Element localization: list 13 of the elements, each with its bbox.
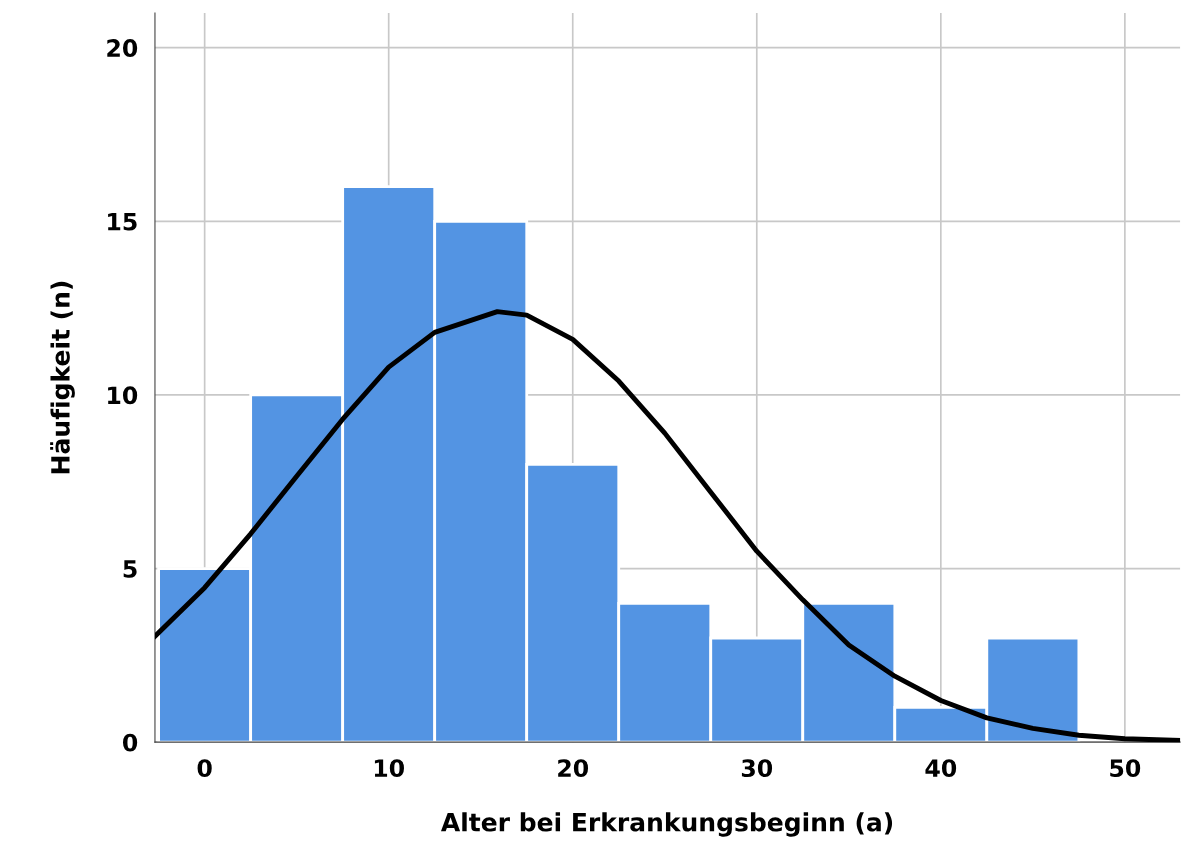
y-tick-label: 20 bbox=[107, 39, 138, 57]
x-axis-title: Alter bei Erkrankungsbeginn (a) bbox=[440, 812, 893, 837]
x-tick-label: 10 bbox=[374, 759, 404, 778]
x-tick-label: 50 bbox=[1110, 759, 1141, 778]
y-tick-label: 15 bbox=[108, 213, 137, 231]
y-tick-label: 10 bbox=[108, 386, 138, 405]
x-tick-label: 40 bbox=[925, 759, 957, 778]
x-tick-label: 20 bbox=[558, 759, 589, 778]
x-tick-label: 30 bbox=[741, 759, 773, 778]
y-tick-label: 5 bbox=[123, 560, 137, 578]
y-axis-title: Häufigkeit (n) bbox=[50, 281, 75, 474]
x-tick-label: 0 bbox=[197, 759, 212, 778]
y-tick-label: 0 bbox=[122, 733, 138, 752]
